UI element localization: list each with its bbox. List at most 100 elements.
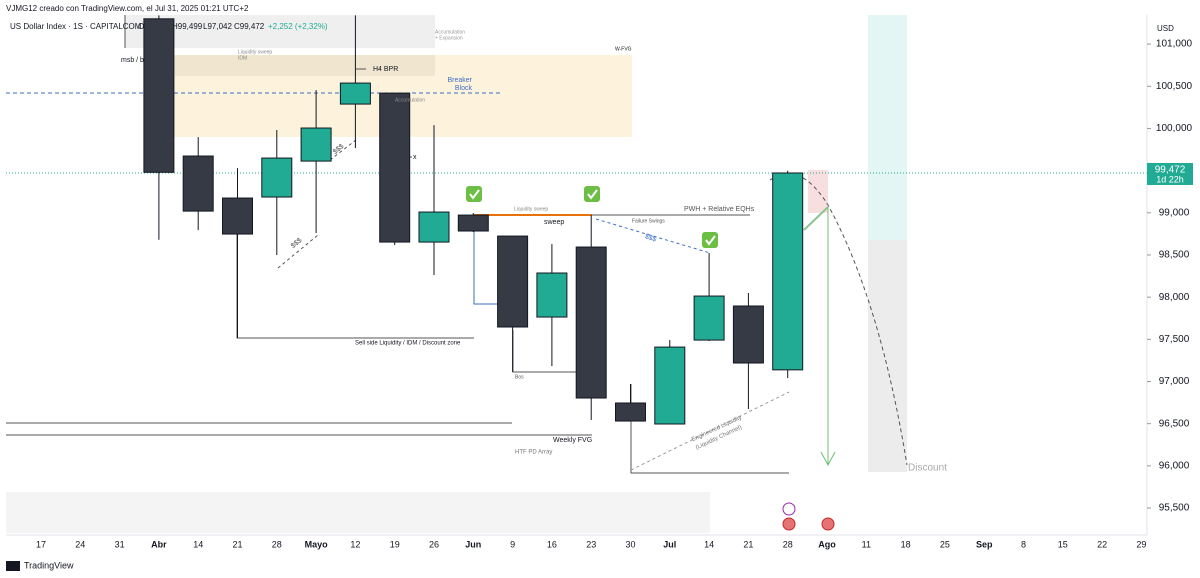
annotation: Sell side Liquidity / IDM / Discount zon… — [355, 341, 461, 347]
x-tick-label: 14 — [193, 539, 203, 549]
drawing-line — [595, 218, 711, 254]
x-tick-label: 28 — [783, 539, 793, 549]
drawing-line — [473, 215, 500, 305]
y-tick-label: 96,000 — [1159, 460, 1190, 471]
x-tick-label: 28 — [272, 539, 282, 549]
drawing-line — [803, 206, 829, 231]
candle-body — [222, 197, 253, 235]
annotation: IDM — [238, 55, 247, 61]
y-tick-label: 97,500 — [1159, 334, 1190, 345]
y-axis-label: USD — [1157, 24, 1174, 33]
brand[interactable]: TradingView — [24, 560, 74, 570]
y-tick-label: 95,500 — [1159, 503, 1190, 514]
annotation: H4 BPR — [373, 66, 398, 73]
annotation: Breaker — [447, 77, 472, 84]
y-tick-label: 97,000 — [1159, 376, 1190, 387]
x-tick-label: 22 — [1097, 539, 1107, 549]
price-label: 99,472 — [1155, 165, 1186, 176]
candle-body — [379, 92, 411, 243]
x-tick-label: Abr — [151, 539, 167, 549]
candle-body — [418, 211, 450, 243]
x-tick-label: 21 — [232, 539, 242, 549]
annotation: Bos — [515, 374, 524, 380]
y-tick-label: 98,000 — [1159, 292, 1190, 303]
annotation: Weekly FVG — [553, 437, 592, 444]
check-icon — [587, 189, 598, 200]
countdown: 1d 22h — [1156, 174, 1184, 184]
candle-body — [575, 246, 607, 399]
check-icon — [469, 189, 480, 200]
author-line: VJMG12 creado con TradingView.com, el Ju… — [6, 4, 249, 13]
candle-body — [654, 346, 686, 425]
check-icon — [702, 232, 718, 248]
candle-body — [182, 155, 214, 212]
annotation: Liquidity sweep — [514, 206, 548, 212]
x-tick-label: 24 — [75, 539, 85, 549]
x-tick-label: 25 — [940, 539, 950, 549]
ohlc: C99,472 — [234, 22, 265, 31]
annotation: Failure Swings — [632, 218, 665, 224]
event-icon[interactable] — [782, 502, 796, 516]
x-tick-label: 18 — [901, 539, 911, 549]
x-tick-label: 29 — [1136, 539, 1146, 549]
annotation: Accumulation — [395, 97, 425, 103]
annotation: $$$ — [332, 143, 346, 156]
y-tick-label: 101,000 — [1156, 39, 1193, 50]
drawing-line — [630, 391, 790, 471]
event-icon[interactable] — [782, 517, 796, 531]
x-tick-label: Jul — [663, 539, 676, 549]
annotation: W-FVG — [615, 46, 632, 52]
candle-body — [536, 272, 568, 318]
checkmarks — [466, 186, 835, 531]
event-icon[interactable] — [821, 517, 835, 531]
y-tick-label: 99,000 — [1159, 207, 1190, 218]
change: +2,252 (+2,32%) — [268, 22, 328, 31]
brand-logo[interactable] — [6, 561, 20, 571]
annotation: msb / b — [121, 57, 144, 64]
x-tick-label: 16 — [547, 539, 557, 549]
annotation: HTF PD Array — [515, 450, 552, 456]
projection-path — [769, 173, 908, 466]
x-tick-label: 30 — [625, 539, 635, 549]
zone — [868, 15, 907, 240]
price-tag — [1147, 162, 1193, 185]
zone — [175, 55, 435, 76]
x-tick-label: 11 — [862, 539, 871, 549]
x-tick-label: Mayo — [305, 539, 329, 549]
arrow-head — [820, 451, 836, 467]
x-tick-label: 12 — [350, 539, 360, 549]
x-tick-label: 9 — [510, 539, 515, 549]
candle-body — [693, 295, 725, 341]
y-tick-label: 98,500 — [1159, 250, 1190, 261]
annotation: x — [413, 154, 417, 161]
zone — [6, 492, 710, 533]
zone — [808, 170, 828, 213]
annotation: $$$ — [644, 233, 657, 244]
candle-body — [615, 402, 646, 422]
candle-body — [300, 127, 332, 162]
x-tick-label: 8 — [1021, 539, 1026, 549]
y-tick-label: 100,000 — [1156, 123, 1193, 134]
x-tick-label: 21 — [743, 539, 753, 549]
annotation: Block — [455, 85, 473, 92]
y-tick-label: 100,500 — [1156, 81, 1193, 92]
candle-body — [732, 305, 764, 364]
x-tick-label: 31 — [115, 539, 125, 549]
x-tick-label: Ago — [818, 539, 836, 549]
check-icon — [705, 235, 716, 246]
symbol: US Dollar Index · 1S · CAPITALCOM — [10, 22, 142, 31]
annotation: Liquidity sweep — [238, 49, 272, 55]
x-tick-label: Sep — [976, 539, 993, 549]
ohlc: L97,042 — [203, 22, 232, 31]
candle-body — [261, 157, 293, 198]
y-tick-label: 96,500 — [1159, 418, 1190, 429]
annotation: Discount — [908, 463, 947, 474]
annotation: sweep — [544, 219, 564, 226]
x-tick-label: 23 — [586, 539, 596, 549]
check-icon — [584, 186, 600, 202]
x-tick-label: 15 — [1058, 539, 1068, 549]
candle-body — [457, 214, 489, 232]
ohlc: H99,499 — [172, 22, 203, 31]
drawing-line — [277, 234, 319, 269]
